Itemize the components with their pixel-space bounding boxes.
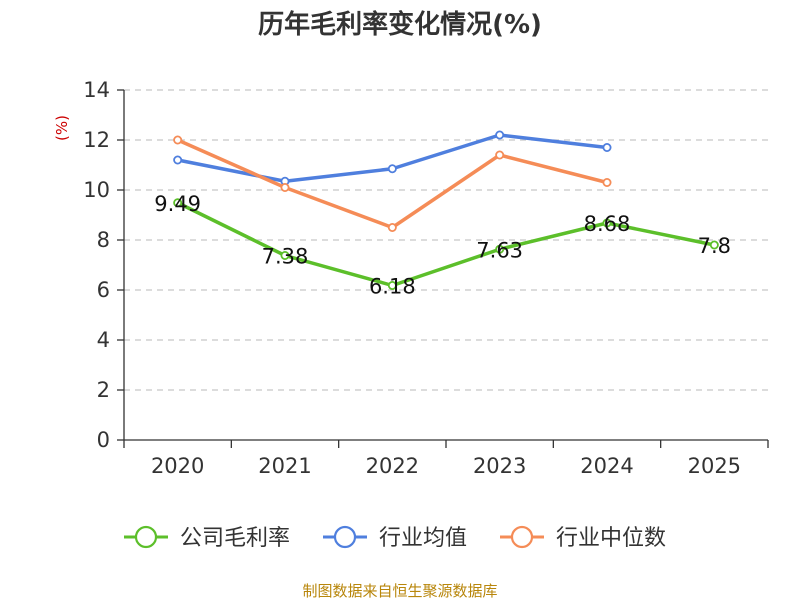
data-point [173, 198, 183, 208]
data-point [495, 244, 505, 254]
data-point [173, 155, 183, 165]
axes: 0 2 4 6 8 10 12 14 2020 2021 2022 2023 2024 2025 [83, 78, 769, 478]
data-point [173, 135, 183, 145]
data-point [280, 250, 290, 260]
data-point [709, 240, 719, 250]
grid [124, 89, 768, 391]
y-tick-label: 8 [97, 228, 110, 252]
legend-marker-icon [134, 525, 158, 549]
legend[interactable]: 公司毛利率 行业均值 行业中位数 [124, 525, 666, 551]
legend-item[interactable]: 公司毛利率 [124, 525, 290, 551]
x-tick-label: 2023 [473, 454, 526, 478]
series-line [175, 138, 609, 230]
x-tick-label: 2020 [151, 454, 204, 478]
series-line [175, 201, 717, 288]
y-tick-label: 2 [97, 378, 110, 402]
data-point [387, 222, 397, 232]
data-point [495, 150, 505, 160]
data-labels: 9.49 7.38 6.18 7.63 8.68 7.8 [154, 192, 731, 299]
legend-label: 行业中位数 [556, 526, 666, 551]
legend-item[interactable]: 行业中位数 [500, 525, 666, 551]
series-line [175, 133, 609, 183]
y-tick-label: 10 [83, 178, 110, 202]
chart-title: 历年毛利率变化情况(%) [258, 9, 542, 40]
x-tick-label: 2025 [688, 454, 741, 478]
data-label: 8.68 [584, 212, 631, 236]
data-label: 6.18 [369, 275, 416, 299]
data-label: 7.63 [476, 238, 523, 262]
data-point [387, 164, 397, 174]
data-point [602, 218, 612, 228]
data-point [495, 130, 505, 140]
y-tick-label: 6 [97, 278, 110, 302]
data-point [602, 142, 612, 152]
x-tick-label: 2021 [258, 454, 311, 478]
data-point [387, 280, 397, 290]
data-label: 9.49 [154, 192, 201, 216]
data-label: 7.8 [698, 234, 731, 258]
legend-item[interactable]: 行业均值 [323, 525, 467, 551]
legend-label: 公司毛利率 [180, 526, 290, 551]
source-note: 制图数据来自恒生聚源数据库 [302, 582, 497, 600]
y-tick-label: 0 [97, 428, 110, 452]
y-tick-label: 4 [97, 328, 110, 352]
y-axis-label: (%) [53, 115, 71, 141]
series-layer [173, 130, 719, 290]
x-tick-label: 2024 [580, 454, 633, 478]
legend-marker-icon [510, 525, 534, 549]
legend-label: 行业均值 [379, 526, 467, 551]
x-tick-label: 2022 [366, 454, 419, 478]
data-point [602, 177, 612, 187]
y-tick-label: 14 [83, 78, 110, 102]
y-tick-label: 12 [83, 128, 110, 152]
data-label: 7.38 [262, 245, 309, 269]
legend-marker-icon [333, 525, 357, 549]
data-point [280, 182, 290, 192]
